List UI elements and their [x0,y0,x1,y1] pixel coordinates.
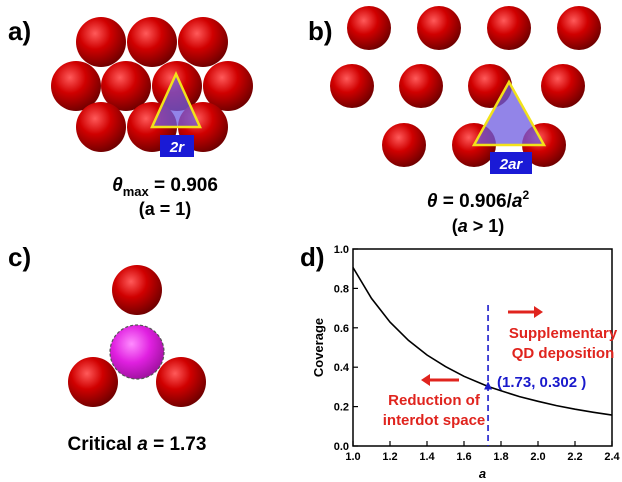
panel-c-spheres [68,265,206,407]
a-sphere-8 [76,102,126,152]
y-tick-label: 0.4 [334,362,350,374]
c-center-sphere [109,324,165,380]
b-sphere-2 [417,6,461,50]
a-caption-line1: θmax = 0.906 [112,175,218,199]
arrow-left [421,374,459,386]
b-caption-var: a [512,191,523,212]
a-badge-text: 2r [169,139,185,156]
a-caption-value: = 0.906 [149,175,218,196]
a-sphere-2 [127,17,177,67]
b-caption-value: = 0.906/ [437,191,512,212]
b-sphere-3 [487,6,531,50]
panel-d-label: d) [300,242,325,272]
a-sphere-5 [101,61,151,111]
point-label: (1.73, 0.302 ) [497,374,586,391]
panel-d: d) 1.0 1.2 1.4 1.6 1.8 2.0 2.2 2.4 0.0 0.2 0.4 0.6 0… [300,242,621,481]
panel-a-gap-triangle [150,70,202,129]
arrow-left-head [421,374,430,386]
b-caption-open: ( [452,216,458,236]
x-tick-label: 2.4 [604,451,620,463]
x-tick-label: 1.8 [493,451,508,463]
coverage-chart: 1.0 1.2 1.4 1.6 1.8 2.0 2.2 2.4 0.0 0.2 0.4 0.6 0.8 1… [311,244,621,481]
c-sphere-1 [112,265,162,315]
panel-b-spheres [330,6,601,167]
b-sphere-8 [541,64,585,108]
c-caption-var: a [137,434,148,455]
panel-c: c) Critical a = 1.73 [8,242,206,455]
b-caption-exp: 2 [522,188,529,202]
annotation-left-line2: interdot space [383,412,486,429]
c-sphere-2 [68,357,118,407]
panel-c-label: c) [8,242,31,272]
x-tick-label: 1.0 [345,451,360,463]
a-caption-sub: max [123,184,150,199]
b-badge-text: 2ar [499,156,524,173]
annotation-right-line2: QD deposition [512,345,615,362]
c-caption-text: Critical [68,434,138,455]
b-caption-line1: θ = 0.906/a2 [427,188,530,212]
annotation-left-line1: Reduction of [388,392,481,409]
panel-a-spheres [51,17,253,152]
marked-point [484,381,493,390]
y-tick-label: 1.0 [334,244,349,256]
panel-a: a) 2r θmax = 0.906 (a = 1) [8,16,253,219]
a-caption-line2: (a = 1) [139,199,192,219]
y-tick-label: 0.2 [334,402,349,414]
a-triangle [150,70,202,129]
y-tick-label: 0.8 [334,283,349,295]
panel-b: b) 2ar θ = 0.906/a2 (a > 1) [308,6,601,236]
x-tick-label: 2.0 [530,451,545,463]
b-triangle [471,79,547,147]
panel-a-label: a) [8,16,31,46]
plot-frame [352,248,613,447]
c-sphere-3 [156,357,206,407]
c-caption-value: = 1.73 [148,434,207,455]
c-caption: Critical a = 1.73 [68,434,207,455]
arrow-right [508,306,543,318]
b-sphere-1 [347,6,391,50]
panel-b-label: b) [308,16,333,46]
b-sphere-5 [330,64,374,108]
a-caption-theta: θ [112,175,123,196]
y-tick-label: 0.0 [334,441,349,453]
a-sphere-3 [178,17,228,67]
b-caption-line2: (a > 1) [452,216,505,236]
b-caption-line2-var: a [458,216,468,236]
x-tick-label: 1.6 [456,451,471,463]
arrow-right-head [534,306,543,318]
a-sphere-1 [76,17,126,67]
b-sphere-6 [399,64,443,108]
a-sphere-4 [51,61,101,111]
b-caption-line2-rest: > 1) [468,216,505,236]
x-tick-label: 1.2 [382,451,397,463]
annotation-right-line1: Supplementary [509,325,618,342]
y-axis-title: Coverage [311,318,326,377]
b-sphere-9 [382,123,426,167]
y-tick-label: 0.6 [334,323,349,335]
x-tick-label: 2.2 [567,451,582,463]
b-sphere-4 [557,6,601,50]
x-tick-label: 1.4 [419,451,435,463]
b-caption-theta: θ [427,191,438,212]
a-badge [160,135,194,157]
x-axis-title: a [479,466,486,481]
a-sphere-7 [203,61,253,111]
b-badge [490,152,532,174]
